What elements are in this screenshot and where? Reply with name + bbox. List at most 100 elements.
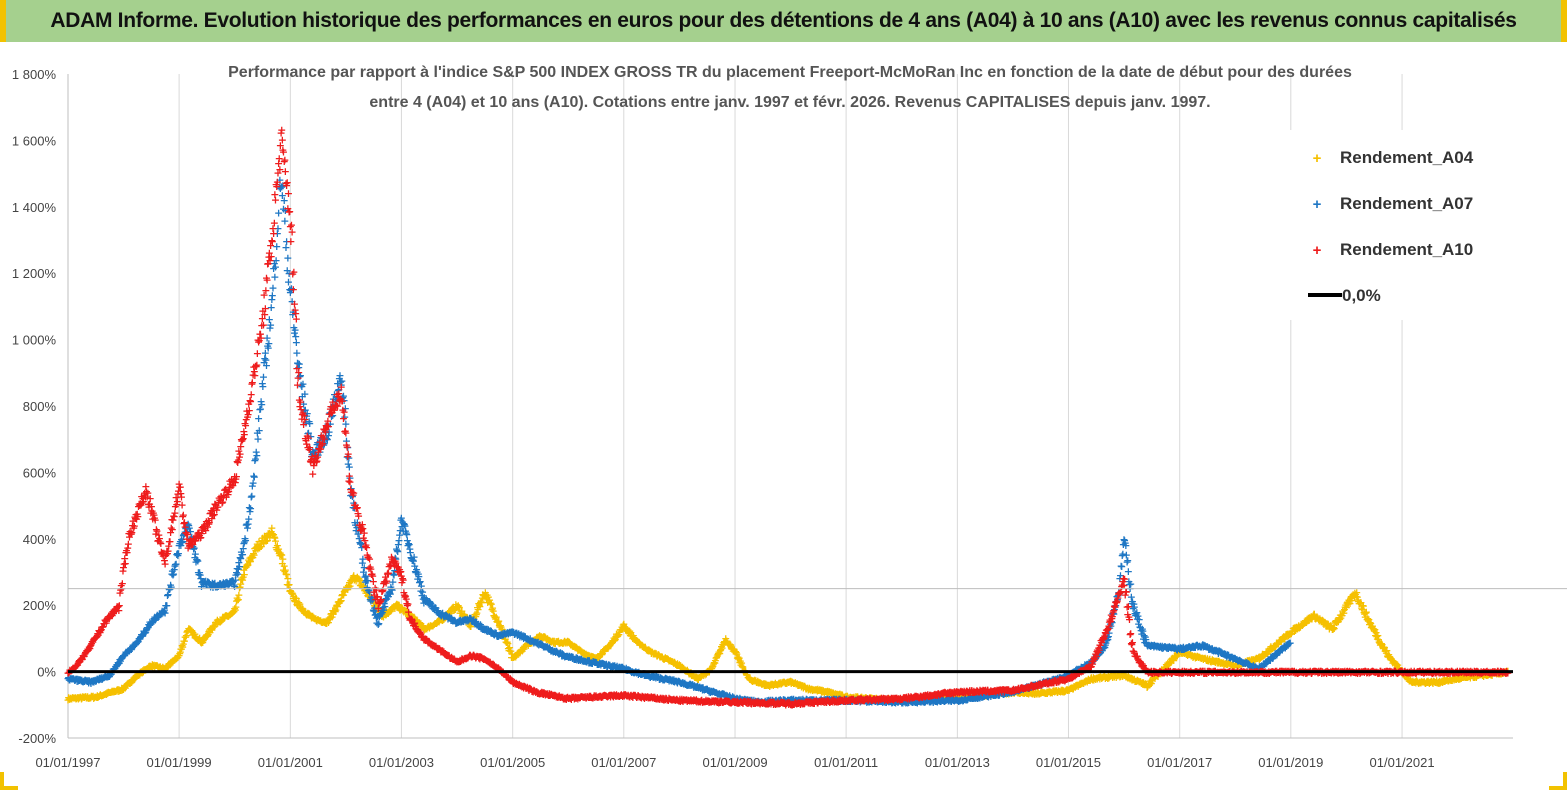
data-point-a04: + [275, 547, 284, 560]
data-point-a10: + [252, 358, 261, 371]
data-point-a04: + [68, 691, 77, 704]
data-point-a04: + [170, 652, 179, 665]
data-point-a04: + [289, 590, 298, 603]
data-point-a04: + [107, 685, 116, 698]
data-point-a04: + [225, 609, 234, 622]
data-point-a04: + [162, 661, 171, 674]
data-point-a04: + [225, 608, 234, 621]
data-point-a04: + [324, 616, 333, 629]
data-point-a04: + [272, 543, 281, 556]
data-point-a04: + [352, 571, 361, 584]
data-point-a04: + [337, 594, 346, 607]
data-point-a04: + [165, 657, 174, 670]
y-tick-label: 200% [23, 598, 57, 613]
data-point-a04: + [263, 527, 272, 540]
data-point-a04: + [163, 661, 172, 674]
data-point-a04: + [271, 535, 280, 548]
data-point-a04: + [166, 656, 175, 669]
data-point-a04: + [118, 682, 127, 695]
data-point-a04: + [218, 611, 227, 624]
data-point-a04: + [343, 583, 352, 596]
data-point-a04: + [90, 691, 99, 704]
data-point-a04: + [101, 688, 110, 701]
data-point-a04: + [275, 549, 284, 562]
data-point-a04: + [115, 685, 124, 698]
data-point-a04: + [226, 608, 235, 621]
data-point-a04: + [76, 690, 85, 703]
data-point-a04: + [125, 677, 134, 690]
data-point-a04: + [180, 630, 189, 643]
data-point-a04: + [287, 586, 296, 599]
x-tick-label: 01/01/2007 [591, 755, 656, 770]
data-point-a04: + [84, 691, 93, 704]
x-tick-label: 01/01/1997 [35, 755, 100, 770]
data-point-a04: + [201, 630, 210, 643]
data-point-a04: + [232, 594, 241, 607]
data-point-a04: + [130, 671, 139, 684]
data-point-a04: + [217, 614, 226, 627]
data-point-a04: + [79, 691, 88, 704]
data-point-a04: + [229, 605, 238, 618]
data-point-a04: + [155, 660, 164, 673]
data-point-a04: + [340, 585, 349, 598]
data-point-a04: + [106, 686, 115, 699]
data-point-a04: + [174, 649, 183, 662]
data-point-a04: + [118, 683, 127, 696]
data-point-a04: + [223, 610, 232, 623]
y-tick-label: 1 400% [12, 200, 57, 215]
data-point-a04: + [168, 655, 177, 668]
data-point-a04: + [311, 612, 320, 625]
data-point-a04: + [329, 607, 338, 620]
data-point-a04: + [324, 611, 333, 624]
data-point-a04: + [194, 634, 203, 647]
data-point-a04: + [112, 683, 121, 696]
data-point-a04: + [281, 564, 290, 577]
data-point-a04: + [153, 659, 162, 672]
x-tick-label: 01/01/2021 [1370, 755, 1435, 770]
data-point-a04: + [199, 631, 208, 644]
data-point-a04: + [167, 655, 176, 668]
data-point-a04: + [119, 682, 128, 695]
data-point-a04: + [121, 679, 130, 692]
data-point-a04: + [102, 688, 111, 701]
data-point-a10: + [284, 187, 293, 200]
data-point-a04: + [258, 532, 267, 545]
data-point-a04: + [185, 622, 194, 635]
data-point-a04: + [106, 686, 115, 699]
data-point-a04: + [216, 615, 225, 628]
data-point-a04: + [196, 636, 205, 649]
data-point-a04: + [71, 691, 80, 704]
data-point-a04: + [360, 584, 369, 597]
data-point-a04: + [174, 649, 183, 662]
data-point-a04: + [121, 681, 130, 694]
data-point-a04: + [213, 616, 222, 629]
data-point-a04: + [135, 669, 144, 682]
data-point-a04: + [239, 571, 248, 584]
data-point-a10: + [289, 266, 298, 279]
data-point-a04: + [154, 661, 163, 674]
data-point-a04: + [221, 609, 230, 622]
data-point-a04: + [75, 692, 84, 705]
data-point-a04: + [242, 559, 251, 572]
data-point-a04: + [164, 658, 173, 671]
data-point-a04: + [193, 633, 202, 646]
data-point-a04: + [122, 678, 131, 691]
data-point-a04: + [185, 623, 194, 636]
data-point-a04: + [339, 589, 348, 602]
data-point-a04: + [267, 522, 276, 535]
data-point-a04: + [282, 568, 291, 581]
data-point-a04: + [147, 660, 156, 673]
data-point-a04: + [255, 542, 264, 555]
data-point-a04: + [229, 605, 238, 618]
data-point-a10: + [294, 366, 303, 379]
data-point-a04: + [128, 674, 137, 687]
data-point-a04: + [328, 604, 337, 617]
data-point-a04: + [249, 549, 258, 562]
data-point-a04: + [358, 581, 367, 594]
data-point-a04: + [358, 580, 367, 593]
y-tick-label: 400% [23, 532, 57, 547]
data-point-a04: + [214, 615, 223, 628]
series-a04: ++++++++++++++++++++++++++++++++++++++++… [63, 522, 1512, 708]
data-point-a04: + [283, 578, 292, 591]
x-tick-label: 01/01/2011 [814, 755, 878, 770]
